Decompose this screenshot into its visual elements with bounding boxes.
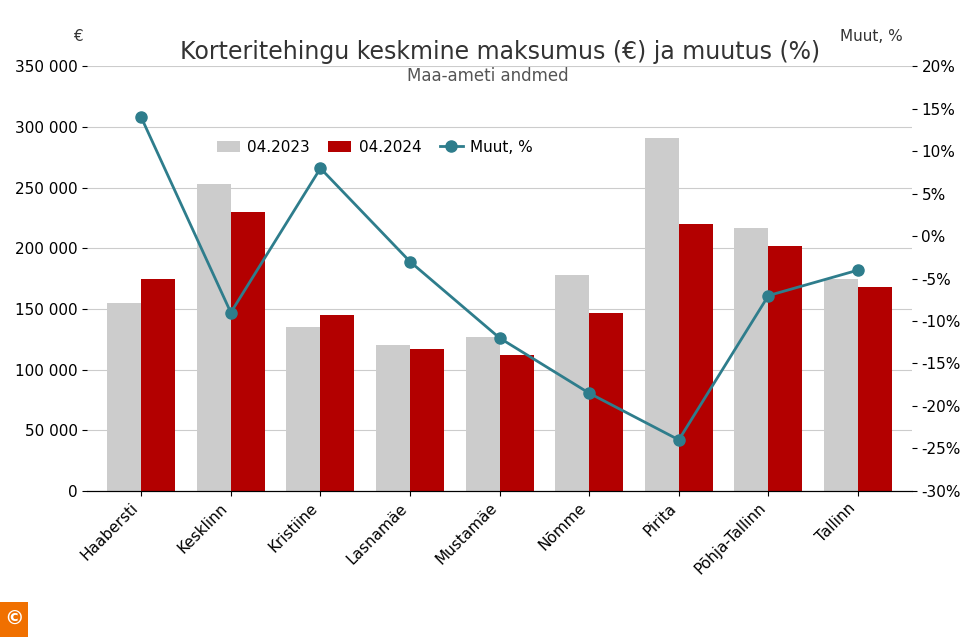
Bar xyxy=(320,315,354,490)
Muut, % xyxy=(762,292,774,299)
Bar xyxy=(555,275,590,490)
Line: Muut, %: Muut, % xyxy=(136,111,864,445)
Text: Maa-ameti andmed: Maa-ameti andmed xyxy=(407,67,569,85)
Legend: 04.2023, 04.2024, Muut, %: 04.2023, 04.2024, Muut, % xyxy=(211,134,539,161)
Text: Tõnu Toompark, ADAUR.EE: Tõnu Toompark, ADAUR.EE xyxy=(80,613,264,626)
Bar xyxy=(590,313,624,490)
Bar xyxy=(679,224,712,490)
Bar xyxy=(466,337,500,490)
Bar xyxy=(768,246,802,490)
Muut, % xyxy=(225,309,237,317)
Bar xyxy=(231,212,264,490)
Muut, % xyxy=(314,164,326,172)
Bar xyxy=(376,345,410,490)
FancyBboxPatch shape xyxy=(0,602,28,637)
Bar xyxy=(410,349,444,490)
Text: ©: © xyxy=(4,610,23,629)
Muut, % xyxy=(136,113,147,121)
Bar xyxy=(107,303,142,490)
Muut, % xyxy=(404,258,416,266)
Muut, % xyxy=(584,389,595,397)
Title: Korteritehingu keskmine maksumus (€) ja muutus (%): Korteritehingu keskmine maksumus (€) ja … xyxy=(180,41,820,64)
Muut, % xyxy=(673,436,685,444)
Muut, % xyxy=(494,334,506,342)
Bar xyxy=(824,278,858,490)
Bar xyxy=(645,138,679,490)
Bar xyxy=(197,184,231,490)
Text: Muut, %: Muut, % xyxy=(840,29,903,44)
Bar xyxy=(734,227,768,490)
Bar xyxy=(142,278,176,490)
Bar xyxy=(858,287,892,490)
Bar xyxy=(500,355,534,490)
Bar xyxy=(286,327,320,490)
Muut, % xyxy=(852,266,864,274)
Text: €: € xyxy=(73,29,83,44)
